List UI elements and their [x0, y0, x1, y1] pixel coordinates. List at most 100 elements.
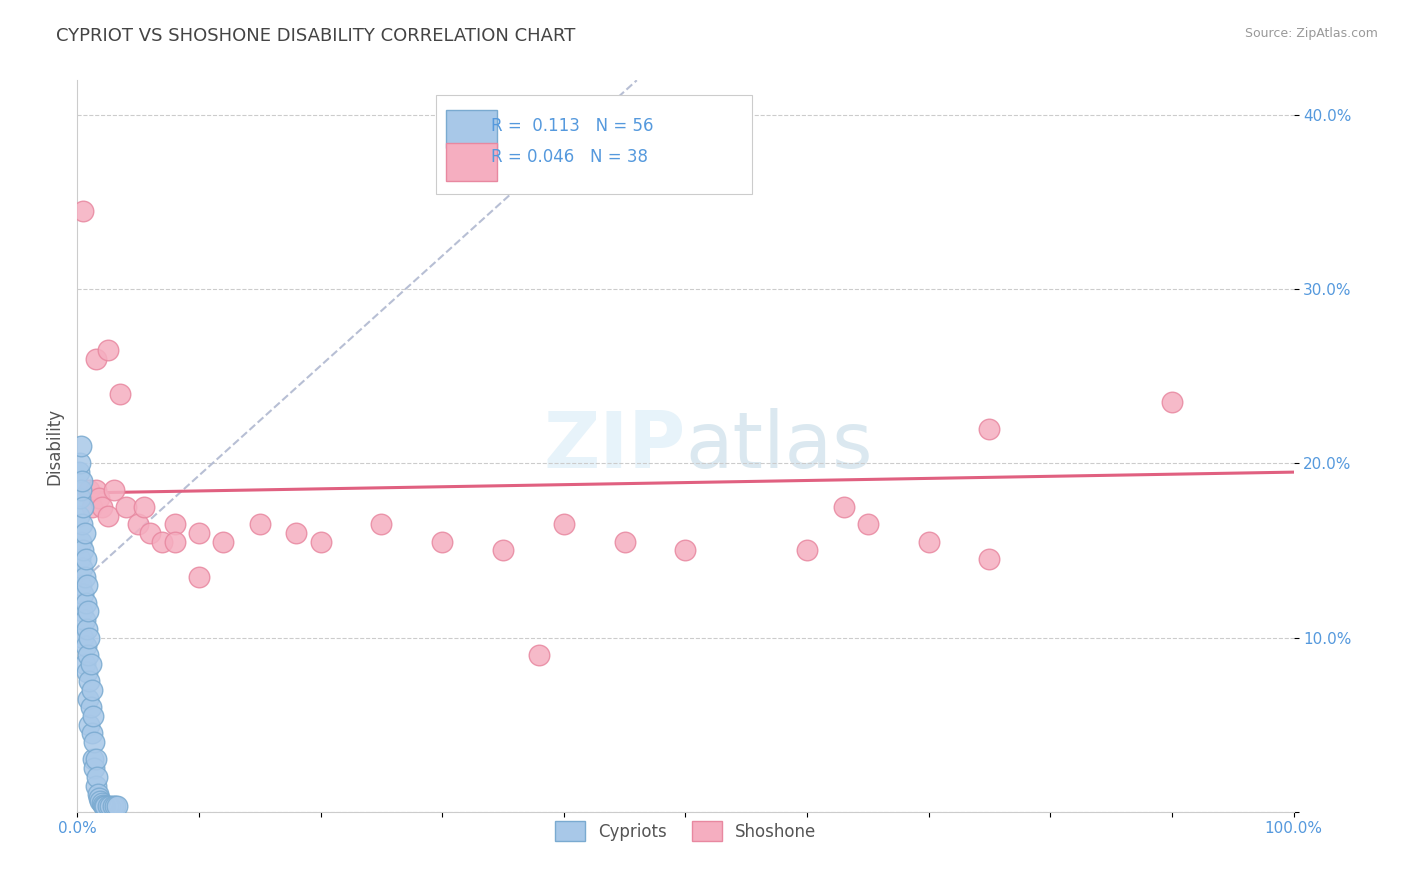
Point	[856, 517, 879, 532]
Point	[80, 682, 103, 697]
Point	[73, 526, 96, 541]
Point	[69, 552, 91, 566]
Point	[70, 578, 93, 592]
Point	[73, 569, 96, 583]
Point	[832, 500, 855, 514]
Point	[188, 569, 211, 583]
Point	[82, 709, 104, 723]
FancyBboxPatch shape	[446, 144, 496, 181]
Point	[70, 561, 93, 575]
Point	[75, 552, 97, 566]
Point	[103, 483, 125, 497]
Point	[285, 526, 308, 541]
Point	[93, 799, 115, 814]
Point	[1161, 395, 1184, 409]
Point	[979, 552, 1001, 566]
Point	[69, 457, 91, 471]
Point	[163, 517, 186, 532]
Point	[84, 752, 107, 766]
Point	[89, 491, 111, 506]
Y-axis label: Disability: Disability	[45, 408, 63, 484]
Point	[89, 790, 111, 805]
Point	[82, 752, 104, 766]
Point	[70, 483, 93, 497]
Point	[70, 439, 93, 453]
Point	[97, 508, 120, 523]
Point	[84, 483, 107, 497]
Point	[70, 474, 93, 488]
Text: Source: ZipAtlas.com: Source: ZipAtlas.com	[1244, 27, 1378, 40]
Point	[86, 770, 108, 784]
FancyBboxPatch shape	[436, 95, 752, 194]
Point	[67, 508, 90, 523]
Point	[309, 534, 332, 549]
Text: CYPRIOT VS SHOSHONE DISABILITY CORRELATION CHART: CYPRIOT VS SHOSHONE DISABILITY CORRELATI…	[56, 27, 575, 45]
Point	[79, 483, 101, 497]
Point	[796, 543, 818, 558]
Point	[87, 787, 110, 801]
Point	[90, 796, 112, 810]
Point	[72, 203, 94, 218]
Point	[76, 665, 98, 680]
Point	[77, 691, 100, 706]
Point	[152, 534, 174, 549]
Point	[115, 500, 138, 514]
Point	[94, 799, 117, 814]
Point	[84, 779, 107, 793]
Point	[72, 500, 94, 514]
Point	[75, 596, 97, 610]
Point	[73, 657, 96, 671]
Point	[430, 534, 453, 549]
Text: R = 0.046   N = 38: R = 0.046 N = 38	[491, 147, 648, 166]
Legend: Cypriots, Shoshone: Cypriots, Shoshone	[548, 814, 823, 847]
Point	[70, 534, 93, 549]
Point	[127, 517, 149, 532]
Point	[77, 648, 100, 662]
Point	[553, 517, 575, 532]
Point	[249, 517, 271, 532]
Point	[73, 613, 96, 627]
Point	[70, 604, 93, 618]
Point	[72, 543, 94, 558]
Point	[76, 622, 98, 636]
Point	[979, 421, 1001, 435]
Point	[80, 700, 103, 714]
Point	[613, 534, 636, 549]
Point	[72, 631, 94, 645]
Text: R =  0.113   N = 56: R = 0.113 N = 56	[491, 117, 654, 135]
Point	[98, 799, 121, 814]
Point	[108, 386, 131, 401]
Point	[107, 799, 129, 814]
Point	[90, 500, 112, 514]
Point	[139, 526, 162, 541]
Text: ZIP: ZIP	[543, 408, 686, 484]
Point	[67, 465, 90, 479]
Point	[188, 526, 211, 541]
Point	[91, 797, 114, 812]
Point	[89, 794, 111, 808]
Point	[76, 578, 98, 592]
Point	[77, 604, 100, 618]
Point	[675, 543, 697, 558]
Point	[529, 648, 551, 662]
Point	[80, 657, 103, 671]
Point	[69, 491, 91, 506]
Point	[84, 351, 107, 366]
Text: atlas: atlas	[686, 408, 873, 484]
Point	[104, 799, 127, 814]
Point	[212, 534, 235, 549]
Point	[75, 640, 97, 654]
Point	[83, 761, 105, 775]
Point	[72, 587, 94, 601]
Point	[80, 726, 103, 740]
Point	[492, 543, 515, 558]
Point	[70, 517, 93, 532]
Point	[918, 534, 941, 549]
Point	[83, 735, 105, 749]
Point	[79, 717, 101, 731]
Point	[79, 674, 101, 689]
Point	[370, 517, 392, 532]
Point	[79, 631, 101, 645]
FancyBboxPatch shape	[446, 110, 496, 147]
Point	[101, 799, 124, 814]
